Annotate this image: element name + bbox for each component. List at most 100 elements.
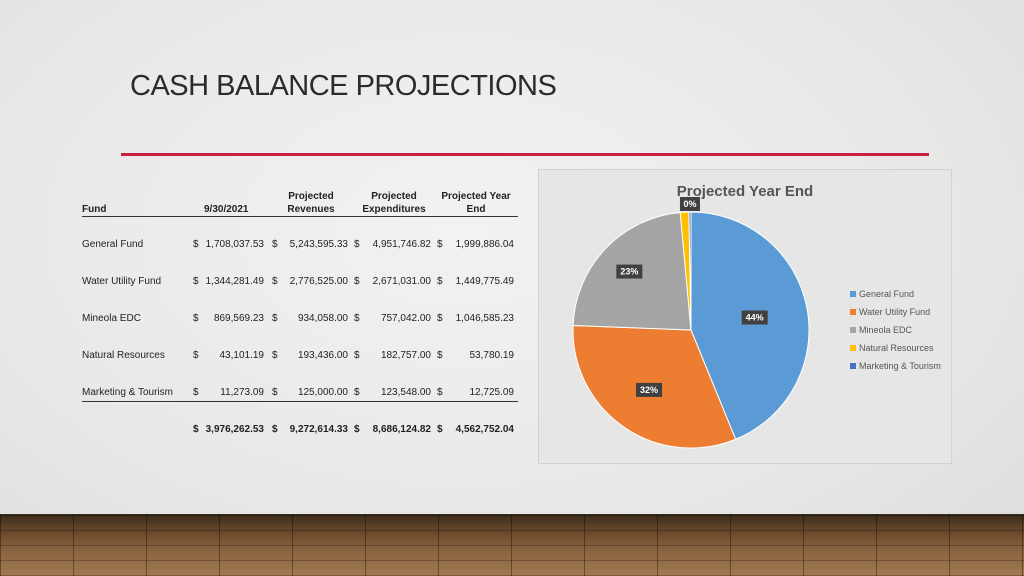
dollar-sign: $ xyxy=(193,424,199,435)
data-label-box xyxy=(741,310,768,325)
dollar-sign: $ xyxy=(272,313,278,324)
pie-slice-general-fund xyxy=(690,211,810,440)
dollar-sign: $ xyxy=(272,239,278,250)
dollar-sign: $ xyxy=(437,350,443,361)
legend-item: General Fund xyxy=(850,289,914,299)
legend-label: Water Utility Fund xyxy=(859,307,930,317)
table-total-row: $ 3,976,262.53 $ 9,272,614.33 $ 8,686,12… xyxy=(82,424,518,438)
header-revenues: Projected Revenues xyxy=(282,190,340,216)
pie-chart: Projected Year End 44% 32% 23% 0% General F… xyxy=(572,183,941,449)
total-year-end: 4,562,752.04 xyxy=(455,424,514,435)
data-label-text: 32% xyxy=(640,385,658,395)
legend-swatch xyxy=(850,345,856,351)
table-row: Marketing & Tourism $ 11,273.09 $ 125,00… xyxy=(82,387,518,402)
wood-floor-decoration xyxy=(0,514,1024,576)
revenues-value: 193,436.00 xyxy=(297,350,348,361)
balance-value: 1,708,037.53 xyxy=(205,239,264,250)
revenues-value: 934,058.00 xyxy=(297,313,348,324)
header-date: 9/30/2021 xyxy=(204,204,249,215)
year-end-value: 1,046,585.23 xyxy=(455,313,514,324)
expenditures-value: 123,548.00 xyxy=(380,387,431,398)
table-row: Water Utility Fund $ 1,344,281.49 $ 2,77… xyxy=(82,276,518,290)
dollar-sign: $ xyxy=(437,239,443,250)
legend-swatch xyxy=(850,327,856,333)
legend-item: Mineola EDC xyxy=(850,325,913,335)
data-label-box xyxy=(679,197,700,212)
header-revenues-line1: Projected xyxy=(288,191,334,202)
header-year-end-line1: Projected Year xyxy=(441,191,511,202)
dollar-sign: $ xyxy=(437,313,443,324)
legend-item: Marketing & Tourism xyxy=(850,361,941,371)
data-label: 32% xyxy=(636,382,663,397)
dollar-sign: $ xyxy=(437,276,443,287)
total-balance: 3,976,262.53 xyxy=(205,424,264,435)
revenues-value: 2,776,525.00 xyxy=(289,276,348,287)
dollar-sign: $ xyxy=(193,276,199,287)
dollar-sign: $ xyxy=(272,424,278,435)
header-year-end: Projected Year End xyxy=(438,190,514,216)
dollar-sign: $ xyxy=(193,239,199,250)
dollar-sign: $ xyxy=(437,387,443,398)
expenditures-value: 182,757.00 xyxy=(380,350,431,361)
expenditures-value: 757,042.00 xyxy=(380,313,431,324)
data-label-box xyxy=(636,382,663,397)
dollar-sign: $ xyxy=(437,424,443,435)
dollar-sign: $ xyxy=(272,350,278,361)
year-end-value: 1,449,775.49 xyxy=(455,276,514,287)
year-end-value: 12,725.09 xyxy=(469,387,515,398)
balance-value: 11,273.09 xyxy=(220,387,264,398)
header-year-end-line2: End xyxy=(466,204,486,215)
data-label-text: 23% xyxy=(620,267,638,277)
legend-label: Marketing & Tourism xyxy=(859,361,941,371)
legend-swatch xyxy=(850,291,856,297)
dollar-sign: $ xyxy=(193,387,199,398)
header-revenues-line2: Revenues xyxy=(287,204,335,215)
header-expenditures: Projected Expenditures xyxy=(359,190,429,216)
dollar-sign: $ xyxy=(272,387,278,398)
revenues-value: 5,243,595.33 xyxy=(289,239,348,250)
pie-chart-panel: Projected Year End 44% 32% 23% 0% General F… xyxy=(538,169,952,464)
legend-swatch xyxy=(850,363,856,369)
total-revenues: 9,272,614.33 xyxy=(289,424,348,435)
dollar-sign: $ xyxy=(272,276,278,287)
fund-name: Natural Resources xyxy=(82,350,165,361)
dollar-sign: $ xyxy=(354,387,360,398)
fund-name: Water Utility Fund xyxy=(82,276,162,287)
expenditures-value: 2,671,031.00 xyxy=(372,276,431,287)
chart-title: Projected Year End xyxy=(677,183,813,200)
header-fund: Fund xyxy=(82,204,107,215)
pie-slice-marketing-tourism xyxy=(688,211,692,331)
header-expenditures-line2: Expenditures xyxy=(362,204,426,215)
legend-label: Natural Resources xyxy=(859,343,934,353)
data-label-text: 44% xyxy=(746,313,764,323)
balance-value: 869,569.23 xyxy=(213,313,264,324)
fund-name: General Fund xyxy=(82,239,144,250)
table-header: Fund 9/30/2021 Projected Revenues Projec… xyxy=(82,186,518,217)
revenues-value: 125,000.00 xyxy=(297,387,348,398)
legend-label: General Fund xyxy=(859,289,914,299)
expenditures-value: 4,951,746.82 xyxy=(372,239,431,250)
year-end-value: 53,780.19 xyxy=(469,350,515,361)
data-label: 44% xyxy=(741,310,768,325)
legend-item: Water Utility Fund xyxy=(850,307,930,317)
year-end-value: 1,999,886.04 xyxy=(455,239,514,250)
dollar-sign: $ xyxy=(354,350,360,361)
balance-value: 43,101.19 xyxy=(219,350,265,361)
dollar-sign: $ xyxy=(354,313,360,324)
dollar-sign: $ xyxy=(354,276,360,287)
data-label: 23% xyxy=(616,264,643,279)
fund-name: Mineola EDC xyxy=(82,313,141,324)
total-expenditures: 8,686,124.82 xyxy=(372,424,431,435)
dollar-sign: $ xyxy=(193,350,199,361)
table-row: General Fund $ 1,708,037.53 $ 5,243,595.… xyxy=(82,239,518,253)
dollar-sign: $ xyxy=(354,424,360,435)
fund-name: Marketing & Tourism xyxy=(82,387,173,398)
dollar-sign: $ xyxy=(354,239,360,250)
data-label-box xyxy=(616,264,643,279)
data-label-text: 0% xyxy=(683,199,696,209)
balance-value: 1,344,281.49 xyxy=(205,276,264,287)
data-label: 0% xyxy=(679,197,700,212)
header-expenditures-line1: Projected xyxy=(371,191,417,202)
title-divider xyxy=(121,153,929,156)
legend-item: Natural Resources xyxy=(850,343,934,353)
